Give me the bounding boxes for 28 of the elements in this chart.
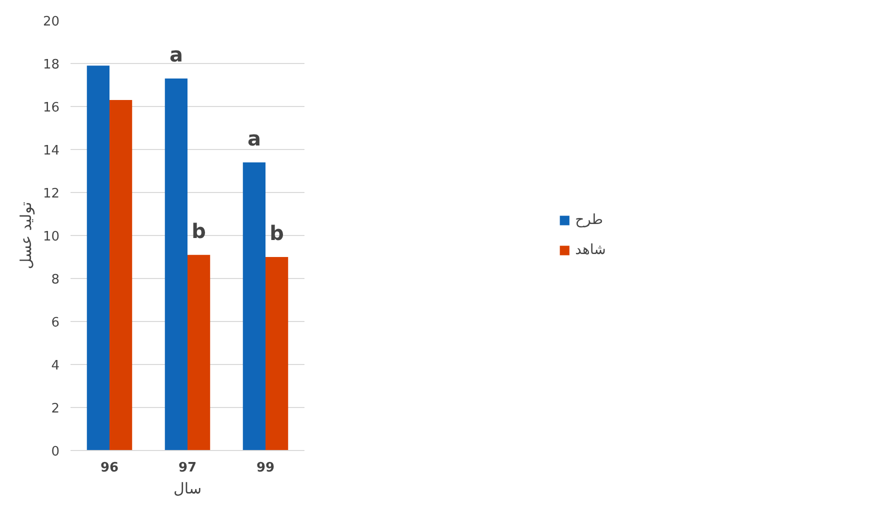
legend-label: طرح xyxy=(575,212,604,228)
annotation: a xyxy=(169,42,183,67)
y-tick-label: 16 xyxy=(42,100,60,116)
x-axis-title: سال xyxy=(173,480,202,498)
y-tick-label: 8 xyxy=(51,272,60,288)
bar xyxy=(242,162,266,450)
y-tick-label: 18 xyxy=(42,58,60,72)
y-tick-label: 20 xyxy=(42,14,60,30)
y-axis-title: تولید عسل xyxy=(16,202,35,270)
y-tick-label: 14 xyxy=(42,144,60,158)
x-tick-label: 97 xyxy=(178,460,197,476)
x-tick-label: 99 xyxy=(256,460,275,476)
annotation: a xyxy=(247,126,261,150)
bar xyxy=(110,100,132,450)
y-tick-label: 10 xyxy=(42,230,60,244)
bar xyxy=(86,66,110,450)
legend-label: شاهد xyxy=(575,242,606,258)
bar xyxy=(188,254,210,450)
bar xyxy=(266,257,288,450)
y-tick-label: 0 xyxy=(51,444,60,460)
y-tick-label: 6 xyxy=(51,316,60,330)
annotation: b xyxy=(192,218,206,243)
annotation: b xyxy=(270,221,284,245)
x-tick-label: 96 xyxy=(100,460,119,476)
y-tick-label: 4 xyxy=(51,358,60,374)
y-tick-label: 2 xyxy=(51,402,60,416)
y-tick-label: 12 xyxy=(42,186,60,202)
bar xyxy=(164,78,188,450)
